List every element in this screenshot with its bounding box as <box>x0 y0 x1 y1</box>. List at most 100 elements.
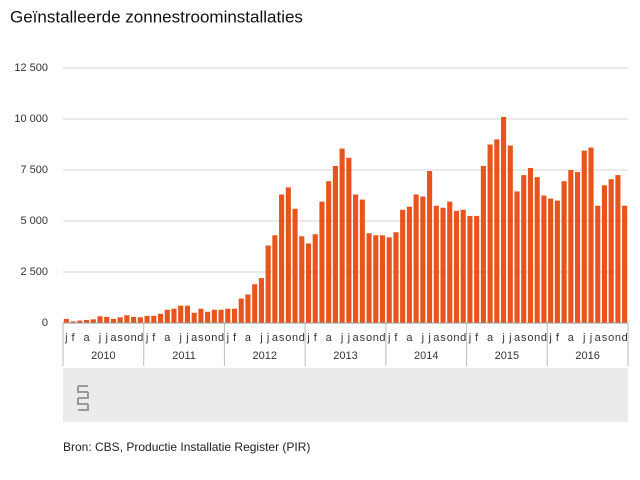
x-tick-label: j <box>501 332 504 344</box>
x-tick-label: j <box>427 332 430 344</box>
bar <box>319 201 325 323</box>
bar <box>427 171 433 323</box>
bar <box>151 315 157 323</box>
x-tick-label: j <box>582 332 585 344</box>
x-tick-label: a <box>326 332 333 344</box>
bar <box>494 139 500 323</box>
bar <box>406 206 412 323</box>
bar <box>622 205 628 323</box>
x-tick-label: d <box>622 332 628 344</box>
bar <box>507 145 513 323</box>
x-tick-label: a <box>514 332 521 344</box>
x-tick-label: s <box>279 332 285 344</box>
bar <box>312 234 318 323</box>
x-tick-label: j <box>178 332 181 344</box>
x-tick-label: j <box>98 332 101 344</box>
x-group-label: 2016 <box>575 350 599 362</box>
bar <box>272 235 278 323</box>
bar <box>568 170 574 323</box>
x-tick-label: d <box>299 332 305 344</box>
bar <box>63 318 69 323</box>
bar <box>117 317 123 323</box>
bar <box>238 298 244 323</box>
x-tick-label: d <box>379 332 385 344</box>
y-tick-label: 5 000 <box>20 215 48 227</box>
bar <box>480 165 486 323</box>
bar <box>608 179 614 323</box>
bar <box>514 191 520 323</box>
x-tick-label: j <box>226 332 229 344</box>
bar <box>144 315 150 323</box>
bar <box>359 199 365 323</box>
x-tick-label: j <box>340 332 343 344</box>
bar <box>487 144 493 323</box>
x-group-label: 2010 <box>91 350 115 362</box>
bar <box>453 210 460 323</box>
x-tick-label: j <box>387 332 390 344</box>
bar <box>97 316 103 323</box>
x-tick-label: j <box>145 332 148 344</box>
bar <box>299 236 305 323</box>
x-tick-label: j <box>421 332 424 344</box>
x-tick-label: s <box>117 332 123 344</box>
x-tick-label: a <box>568 332 575 344</box>
bar <box>379 235 386 323</box>
bar <box>137 317 143 323</box>
x-tick-label: o <box>447 332 453 344</box>
x-group-label: 2014 <box>414 350 438 362</box>
x-tick-label: s <box>440 332 446 344</box>
x-tick-label: n <box>211 332 217 344</box>
bar <box>211 309 217 323</box>
y-tick-label: 0 <box>42 317 48 329</box>
bar <box>420 196 426 323</box>
bar <box>77 320 83 323</box>
source-note: Bron: CBS, Productie Installatie Registe… <box>63 440 310 454</box>
bar <box>171 308 177 323</box>
x-tick-label: a <box>406 332 413 344</box>
bar <box>413 194 419 323</box>
x-tick-label: o <box>285 332 291 344</box>
bar <box>541 195 547 323</box>
x-tick-label: j <box>468 332 471 344</box>
x-tick-label: a <box>272 332 279 344</box>
bar <box>561 181 567 323</box>
bar <box>548 198 554 323</box>
chart-title: Geïnstalleerde zonnestroominstallaties <box>10 7 303 26</box>
x-group-label: 2012 <box>253 350 277 362</box>
x-group-label: 2013 <box>333 350 357 362</box>
x-tick-label: f <box>152 332 156 344</box>
x-tick-label: a <box>191 332 198 344</box>
x-tick-label: j <box>347 332 350 344</box>
x-tick-label: j <box>259 332 262 344</box>
x-tick-label: s <box>521 332 527 344</box>
bar <box>305 243 312 323</box>
x-tick-label: o <box>608 332 614 344</box>
bar <box>292 208 298 323</box>
bar <box>252 284 258 323</box>
x-tick-label: j <box>589 332 592 344</box>
x-tick-label: s <box>198 332 204 344</box>
x-tick-label: s <box>602 332 608 344</box>
bar <box>110 318 117 323</box>
y-tick-label: 10 000 <box>14 113 48 125</box>
x-tick-label: j <box>64 332 67 344</box>
bar <box>90 319 96 323</box>
x-tick-label: j <box>185 332 188 344</box>
bar <box>615 175 621 323</box>
x-tick-label: f <box>314 332 318 344</box>
x-tick-label: o <box>366 332 372 344</box>
bar <box>124 315 130 323</box>
bar <box>131 316 137 323</box>
bar <box>164 309 170 323</box>
bar <box>231 308 238 323</box>
bar <box>198 308 204 323</box>
bar <box>527 167 534 323</box>
bar <box>386 237 392 323</box>
bar <box>178 305 184 323</box>
bar <box>601 185 608 323</box>
x-tick-label: n <box>292 332 298 344</box>
x-tick-label: a <box>245 332 252 344</box>
bar <box>447 201 453 323</box>
x-tick-label: j <box>548 332 551 344</box>
